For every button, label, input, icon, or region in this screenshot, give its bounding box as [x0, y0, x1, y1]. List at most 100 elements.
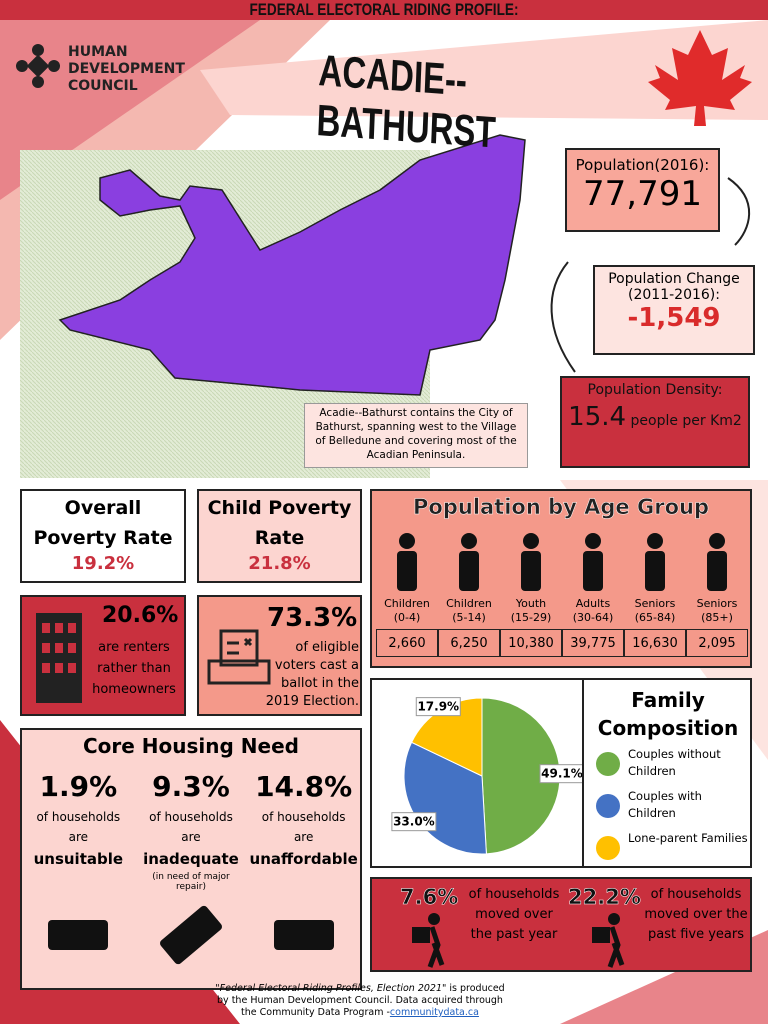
age-count: 39,775	[562, 629, 624, 657]
banner-title: FEDERAL ELECTORAL RIDING PROFILE:	[249, 0, 519, 19]
text: of households moved over the past year	[468, 887, 560, 942]
age-range: (0-4)	[393, 611, 421, 624]
age-label: Adults	[575, 597, 611, 610]
title: Family Composition	[597, 688, 739, 740]
icon-shape	[160, 905, 222, 965]
value: 15.4	[568, 402, 627, 432]
housing-text: of households	[261, 810, 346, 824]
value: 73.3%	[267, 603, 358, 633]
person-icon	[459, 533, 479, 591]
label: Population Density:	[587, 382, 723, 398]
person-icon	[583, 533, 603, 591]
org-line: DEVELOPMENT	[68, 61, 185, 77]
riding-map	[58, 134, 526, 396]
org-name: HUMAN DEVELOPMENT COUNCIL	[68, 44, 185, 95]
value: -1,549	[627, 303, 721, 333]
pie-label: 49.1%	[541, 767, 582, 781]
pie-chart: 49.1% 33.0% 17.9%	[391, 697, 582, 855]
icon-head	[523, 533, 539, 549]
map-note: Acadie--Bathurst contains the City of Ba…	[304, 403, 528, 468]
arrow	[550, 261, 576, 373]
value: 7.6%	[400, 885, 459, 910]
text: are renters rather than homeowners	[92, 640, 176, 697]
title: Core Housing Need	[83, 734, 299, 758]
value: 20.6%	[102, 603, 179, 628]
housing-box: Core Housing Need 1.9% of households are un…	[20, 728, 362, 990]
title: Overall Poverty Rate	[33, 497, 173, 549]
housing-kind: inadequate	[143, 850, 239, 868]
text: of households moved over the past five y…	[644, 887, 748, 942]
footer-link[interactable]: communitydata.ca	[389, 1007, 479, 1018]
riding-name: ACADIE--BATHURST	[315, 46, 497, 158]
housing-items: 1.9% of households are unsuitable 9.3% of hou…	[22, 770, 360, 988]
label: Population(2016):	[575, 156, 710, 174]
age-range: (30-64)	[572, 611, 614, 624]
person-icon	[521, 533, 541, 591]
icon-body	[521, 551, 541, 591]
icon-body	[397, 551, 417, 591]
poverty-box: Overall Poverty Rate 19.2%	[20, 489, 186, 583]
housing-kind: unsuitable	[33, 850, 124, 868]
ballot-icon	[207, 629, 271, 685]
housing-value: 9.3%	[152, 770, 230, 803]
icon-head	[585, 533, 601, 549]
org-line: COUNCIL	[68, 78, 138, 94]
divider	[582, 678, 584, 868]
banner-bar	[0, 0, 768, 20]
icon-body	[707, 551, 727, 591]
legend-swatch	[596, 752, 620, 776]
legend-item: Couples with Children	[596, 788, 752, 828]
person-icon	[645, 533, 665, 591]
housing-kind: unaffordable	[249, 850, 358, 868]
footer: "Federal Electoral Riding Profiles, Elec…	[210, 983, 510, 1019]
maple-leaf	[648, 30, 752, 126]
footer-text: is produced by the Human Development Cou…	[217, 983, 505, 1018]
legend-text: Couples with Children	[628, 789, 702, 820]
value: 77,791	[583, 174, 702, 214]
housing-are: are	[181, 830, 201, 844]
label-box	[391, 812, 437, 832]
density-box: Population Density: 15.4 people per Km2	[560, 376, 750, 468]
age-count: 2,660	[376, 629, 438, 657]
age-groups: Children (0-4) 2,660 Children (5-14) 6,250 You…	[376, 531, 748, 665]
icon-body	[459, 551, 479, 591]
logo-icon	[16, 44, 60, 88]
age-label: Seniors	[634, 597, 676, 610]
family-box: 49.1% 33.0% 17.9% Family Composition Coupl…	[370, 678, 752, 868]
age-count: 16,630	[624, 629, 686, 657]
label: Population Change (2011-2016):	[608, 271, 740, 303]
title: Child Poverty Rate	[207, 497, 352, 549]
housing-text: of households	[149, 810, 233, 824]
age-count: 2,095	[686, 629, 748, 657]
housing-value: 1.9%	[39, 770, 118, 803]
housing-note: (in need of major repair)	[152, 872, 230, 892]
label-box	[415, 697, 461, 717]
legend-item: Lone-parent Families	[596, 830, 752, 870]
housing-value: 14.8%	[255, 770, 353, 803]
age-range: (15-29)	[510, 611, 552, 624]
pie-label: 33.0%	[393, 815, 435, 829]
pie-label: 17.9%	[417, 700, 459, 714]
renters-box: 20.6% are renters rather than homeowners	[20, 595, 186, 716]
value: 21.8%	[248, 553, 311, 574]
value: 22.2%	[568, 885, 641, 910]
unit: people per Km2	[630, 413, 742, 429]
age-label: Seniors	[696, 597, 738, 610]
org-line: HUMAN	[68, 44, 128, 60]
age-label: Children	[384, 597, 430, 610]
person-icon	[707, 533, 727, 591]
footer-title: "Federal Electoral Riding Profiles, Elec…	[215, 983, 447, 994]
legend-text: Couples without Children	[628, 747, 721, 778]
icon-shape	[273, 920, 334, 950]
housing-icon	[273, 920, 334, 950]
age-box: Population by Age Group Children (0-4) 2,6…	[370, 489, 752, 668]
age-range: (85+)	[701, 611, 733, 624]
housing-icon	[48, 920, 109, 950]
icon-head	[647, 533, 663, 549]
age-range: (5-14)	[452, 611, 486, 624]
age-label: Youth	[515, 597, 547, 610]
age-count: 6,250	[438, 629, 500, 657]
person-icon	[397, 533, 417, 591]
icon-head	[709, 533, 725, 549]
population-box: Population(2016): 77,791	[565, 148, 720, 232]
